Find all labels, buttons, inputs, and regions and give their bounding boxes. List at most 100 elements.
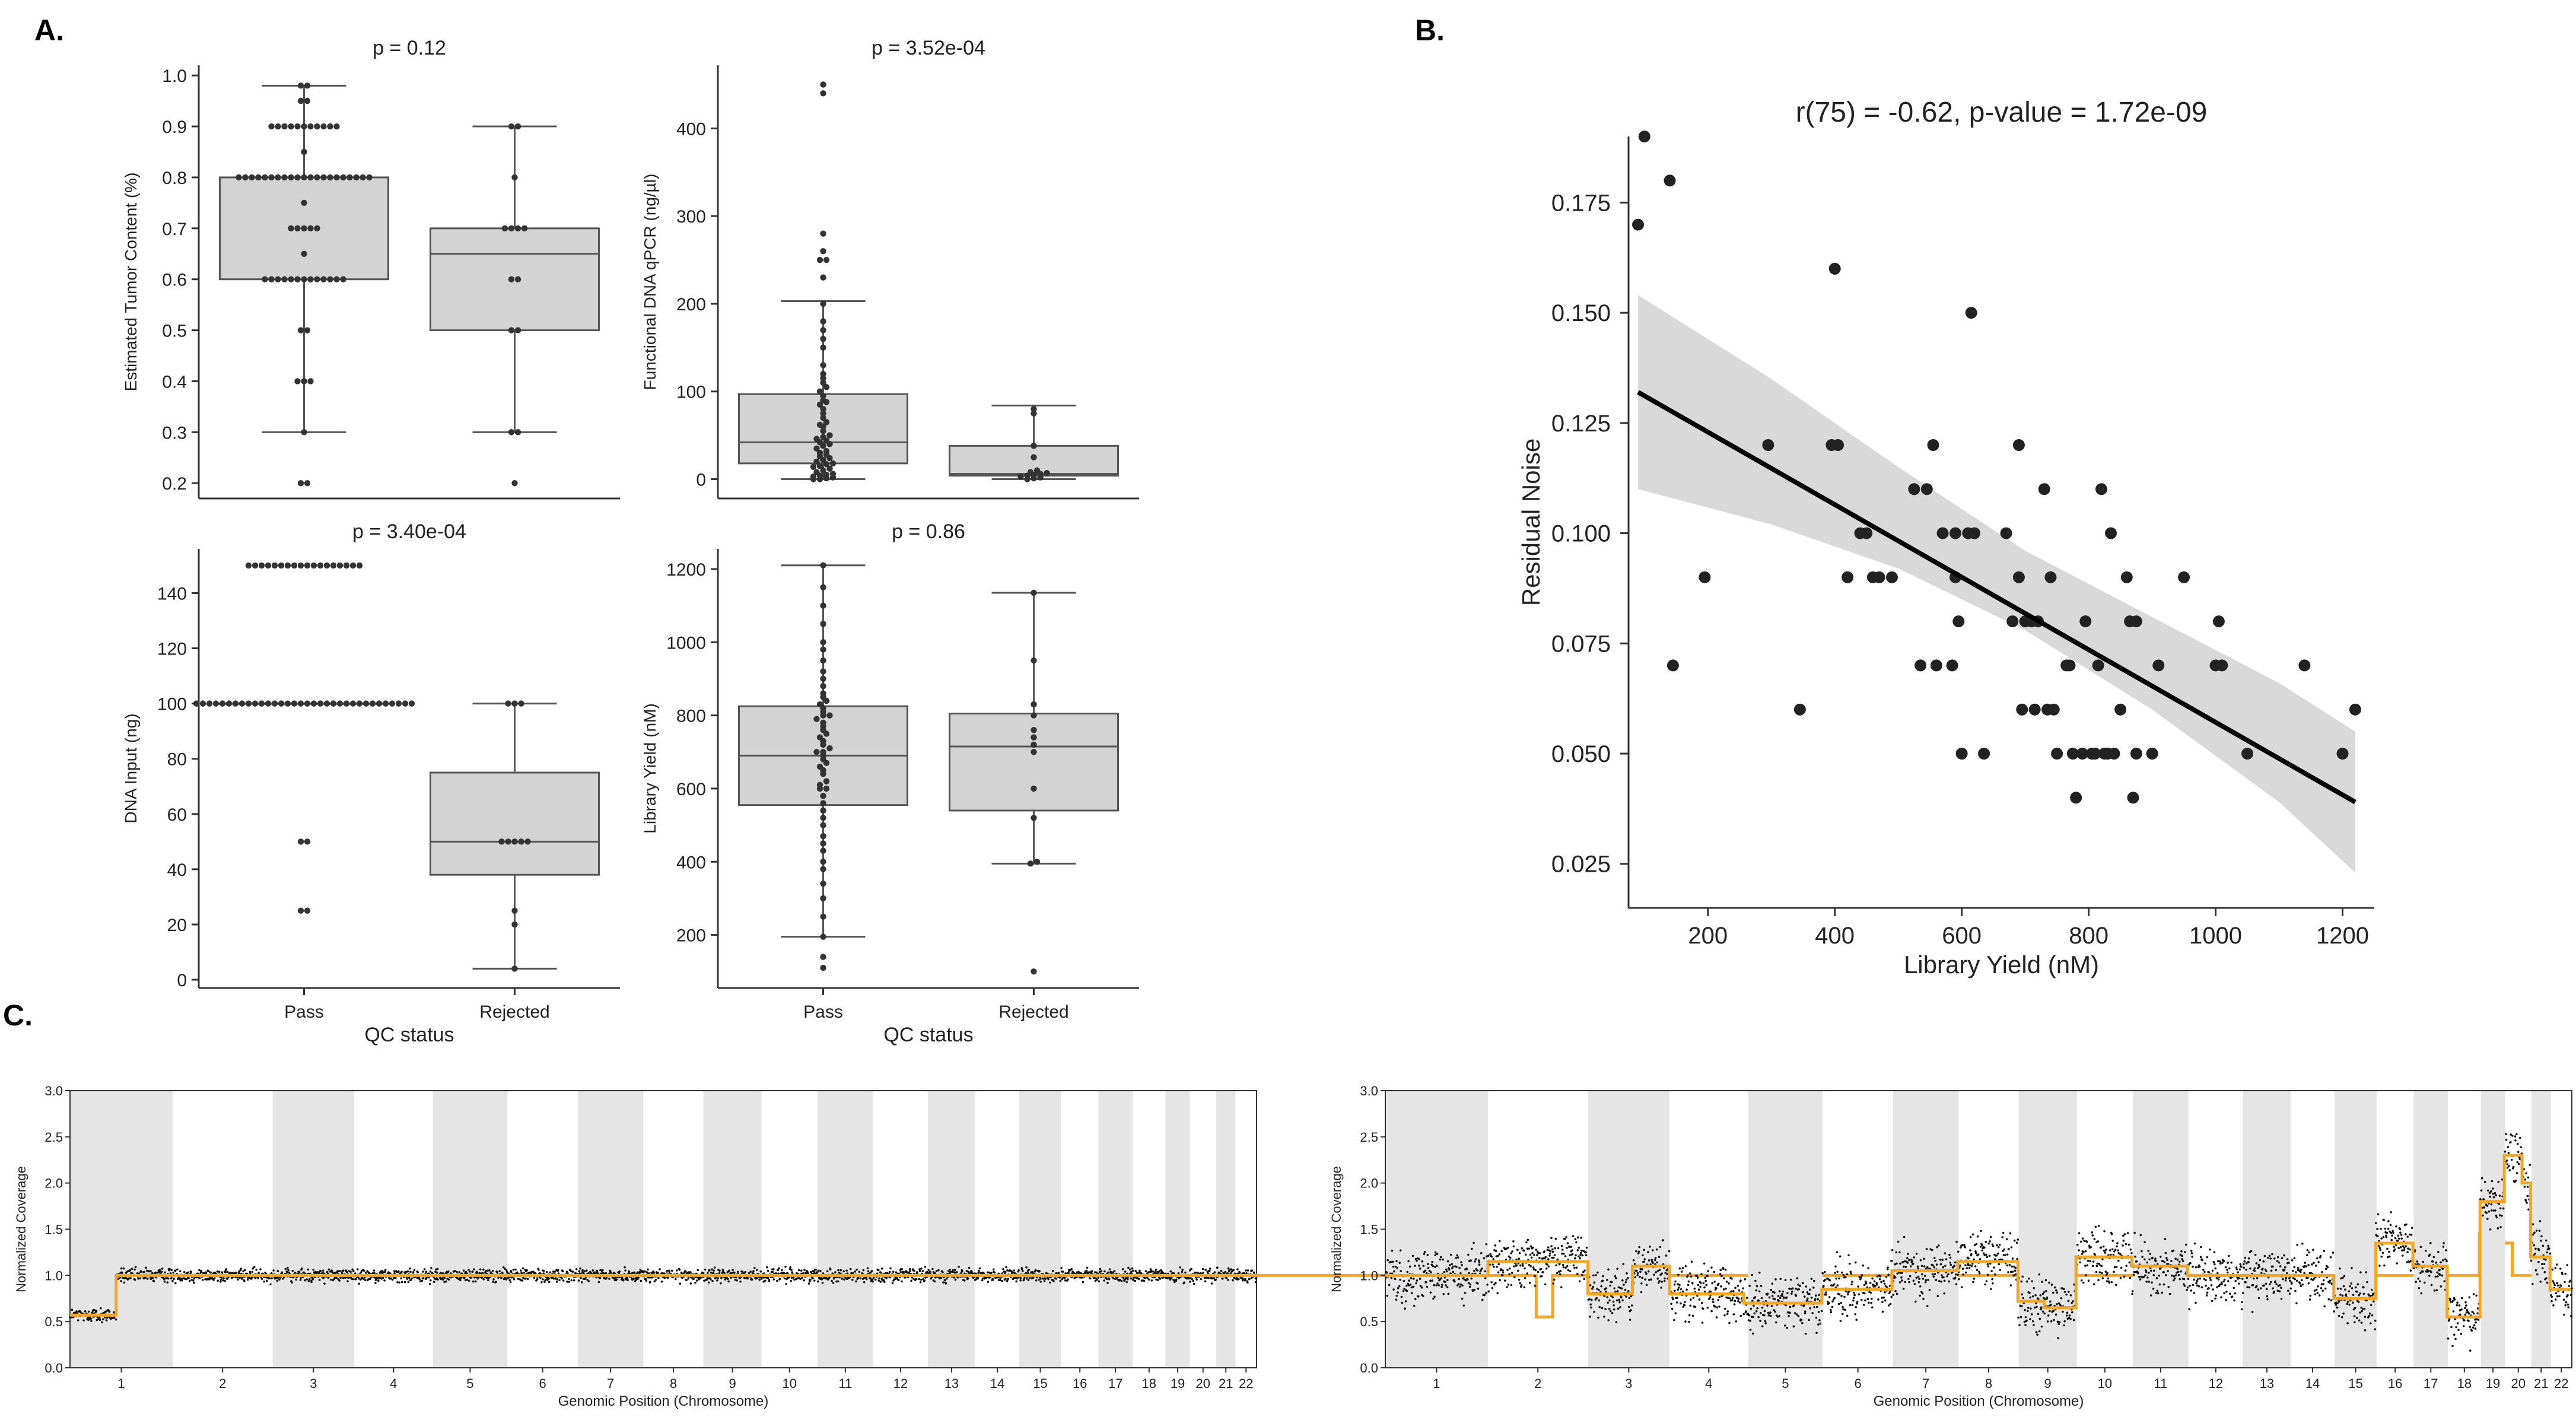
coverage-point: [1647, 1270, 1650, 1273]
coverage-point: [1962, 1273, 1964, 1276]
coverage-point: [838, 1272, 841, 1274]
coverage-point: [300, 1277, 302, 1279]
coverage-point: [200, 1269, 202, 1272]
coverage-point: [1710, 1310, 1713, 1313]
coverage-point: [1516, 1269, 1519, 1272]
coverage-point: [1458, 1285, 1461, 1288]
coverage-point: [886, 1272, 889, 1275]
data-point: [301, 225, 307, 232]
coverage-point: [1416, 1257, 1419, 1260]
coverage-point: [1688, 1314, 1691, 1317]
coverage-point: [2155, 1260, 2157, 1263]
coverage-point: [2122, 1244, 2124, 1247]
coverage-point: [837, 1280, 839, 1283]
coverage-point: [1802, 1291, 1804, 1294]
data-point: [376, 700, 383, 707]
coverage-point: [374, 1282, 377, 1284]
coverage-point: [1569, 1254, 1571, 1256]
coverage-point: [459, 1276, 462, 1279]
coverage-point: [1122, 1277, 1125, 1280]
coverage-point: [704, 1268, 707, 1271]
coverage-point: [578, 1270, 581, 1273]
coverage-point: [585, 1269, 588, 1272]
coverage-point: [1534, 1275, 1536, 1278]
coverage-point: [222, 1279, 224, 1282]
coverage-point: [1870, 1302, 1872, 1304]
coverage-point: [1972, 1281, 1974, 1284]
coverage-point: [2017, 1316, 2020, 1319]
coverage-point: [2008, 1248, 2010, 1250]
x-tick-label: Rejected: [479, 1002, 549, 1022]
coverage-point: [398, 1281, 401, 1284]
coverage-point: [1690, 1275, 1693, 1278]
data-point: [314, 276, 320, 282]
coverage-point: [1817, 1323, 1820, 1326]
coverage-point: [1770, 1289, 1773, 1291]
coverage-point: [2100, 1246, 2103, 1249]
data-point: [349, 562, 357, 569]
coverage-point: [1451, 1263, 1453, 1266]
coverage-point: [781, 1269, 783, 1272]
coverage-point: [1820, 1310, 1823, 1313]
coverage-point: [1882, 1296, 1885, 1299]
coverage-point: [1778, 1314, 1781, 1317]
coverage-point: [188, 1279, 191, 1282]
coverage-point: [912, 1278, 915, 1280]
coverage-point: [2031, 1280, 2033, 1282]
data-point: [2012, 439, 2025, 451]
coverage-point: [2048, 1310, 2051, 1313]
coverage-point: [312, 1269, 314, 1271]
coverage-point: [508, 1279, 511, 1281]
data-point: [820, 414, 826, 421]
coverage-point: [999, 1277, 1002, 1280]
coverage-point: [628, 1270, 631, 1273]
coverage-point: [1834, 1272, 1837, 1274]
coverage-point: [799, 1278, 802, 1281]
coverage-point: [1958, 1278, 1960, 1281]
coverage-point: [1881, 1297, 1883, 1299]
coverage-point: [320, 1272, 323, 1275]
coverage-point: [1402, 1289, 1405, 1292]
coverage-point: [927, 1269, 930, 1272]
data-point: [820, 866, 826, 872]
coverage-point: [2111, 1248, 2114, 1251]
coverage-point: [609, 1271, 612, 1273]
coverage-point: [1911, 1260, 1913, 1263]
data-point: [820, 933, 826, 940]
coverage-point: [1664, 1272, 1667, 1275]
coverage-point: [1837, 1303, 1840, 1305]
coverage-point: [743, 1276, 746, 1279]
coverage-point: [2095, 1265, 2098, 1267]
data-point: [301, 174, 307, 181]
coverage-point: [346, 1280, 349, 1282]
data-point: [820, 423, 826, 430]
coverage-point: [1824, 1291, 1827, 1294]
coverage-point: [1095, 1277, 1098, 1279]
coverage-point: [2173, 1279, 2175, 1282]
coverage-point: [1993, 1273, 1996, 1276]
chromosome-label: 12: [2209, 1376, 2223, 1391]
data-point: [820, 657, 826, 664]
coverage-point: [1779, 1278, 1782, 1281]
coverage-point: [1658, 1256, 1661, 1258]
x-axis-label: Genomic Position (Chromosome): [558, 1393, 769, 1409]
coverage-point: [1445, 1284, 1447, 1286]
coverage-point: [1666, 1273, 1668, 1276]
coverage-point: [509, 1281, 512, 1284]
coverage-point: [1751, 1273, 1753, 1276]
coverage-point: [1508, 1267, 1511, 1270]
coverage-point: [803, 1279, 805, 1282]
coverage-point: [1429, 1291, 1432, 1294]
coverage-point: [1977, 1253, 1980, 1256]
data-point: [505, 700, 511, 707]
coverage-point: [393, 1270, 396, 1273]
coverage-point: [1660, 1286, 1662, 1289]
coverage-point: [129, 1269, 132, 1272]
data-point: [275, 174, 281, 181]
coverage-point: [495, 1270, 498, 1273]
coverage-point: [1836, 1251, 1839, 1254]
data-point: [2092, 659, 2104, 672]
y-axis-label: Normalized Coverage: [14, 1166, 28, 1292]
data-point: [353, 174, 360, 181]
data-point: [304, 562, 311, 569]
